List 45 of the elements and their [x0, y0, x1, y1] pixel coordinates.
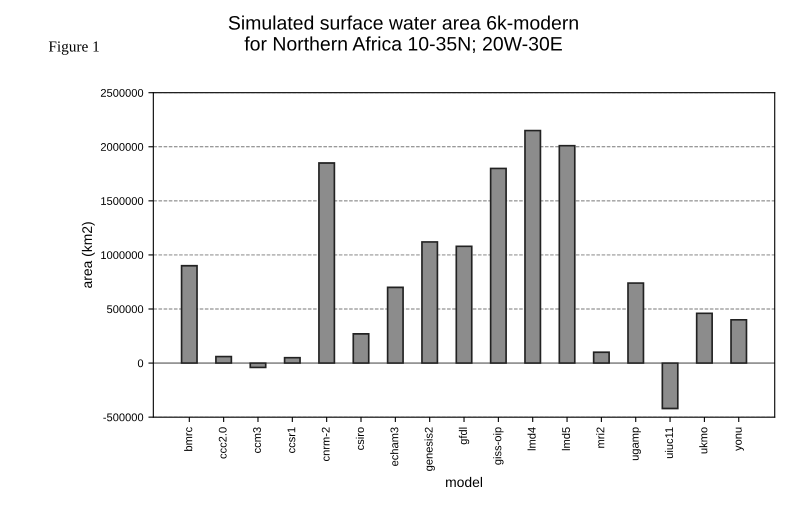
bar [696, 312, 713, 364]
x-tick-label: bmrc [184, 427, 192, 451]
y-axis-title: area (km2) [82, 222, 95, 288]
bar [558, 144, 576, 364]
x-tick-label: lmd5 [562, 427, 570, 450]
x-tick-label: genesis2 [424, 427, 435, 471]
x-tick-label: lmd4 [528, 427, 536, 450]
x-tick-label: csiro [356, 427, 364, 450]
y-tick-label: 1500000 [101, 197, 144, 205]
y-tick-label: 2500000 [100, 88, 144, 97]
y-tick-label: -500000 [103, 413, 144, 422]
bar [455, 245, 473, 364]
x-tick-label: ccc2.0 [218, 427, 227, 459]
caption: Figure 1 [48, 41, 99, 55]
bar [490, 168, 507, 364]
x-tick-label: yonu [736, 428, 744, 451]
x-tick-label: uiuc11 [664, 427, 674, 458]
x-tick-label: ccsr1 [288, 427, 296, 453]
y-tick-label: 2000000 [100, 143, 144, 151]
x-tick-label: gfdl [458, 428, 470, 444]
bar [627, 282, 644, 364]
bar [352, 333, 370, 364]
bar [524, 130, 542, 364]
bar [592, 351, 610, 364]
bar [421, 241, 438, 364]
bar [215, 356, 232, 364]
x-tick-label: cnrm-2 [322, 427, 330, 461]
y-tick-label: 0 [138, 359, 144, 368]
bar [249, 362, 267, 368]
bar [318, 162, 336, 364]
x-tick-label: ccm3 [253, 427, 261, 453]
bar [284, 356, 301, 364]
x-tick-label: mri2 [596, 427, 604, 448]
bar [730, 318, 748, 364]
x-axis-title: model [446, 476, 482, 488]
x-tick-label: echam3 [390, 427, 398, 466]
bar [662, 362, 679, 410]
chart-title: Simulated surface water area 6k-modern for Northern Africa 10-35N; 20W-30E [228, 15, 578, 53]
x-tick-label: giss-oip [493, 427, 504, 465]
x-tick-label: ukmo [699, 427, 708, 454]
x-tick-label: ugamp [632, 427, 641, 460]
y-tick-label: 1000000 [101, 251, 144, 260]
y-tick-label: 500000 [106, 305, 144, 314]
bar [386, 286, 404, 364]
bar [180, 264, 198, 364]
